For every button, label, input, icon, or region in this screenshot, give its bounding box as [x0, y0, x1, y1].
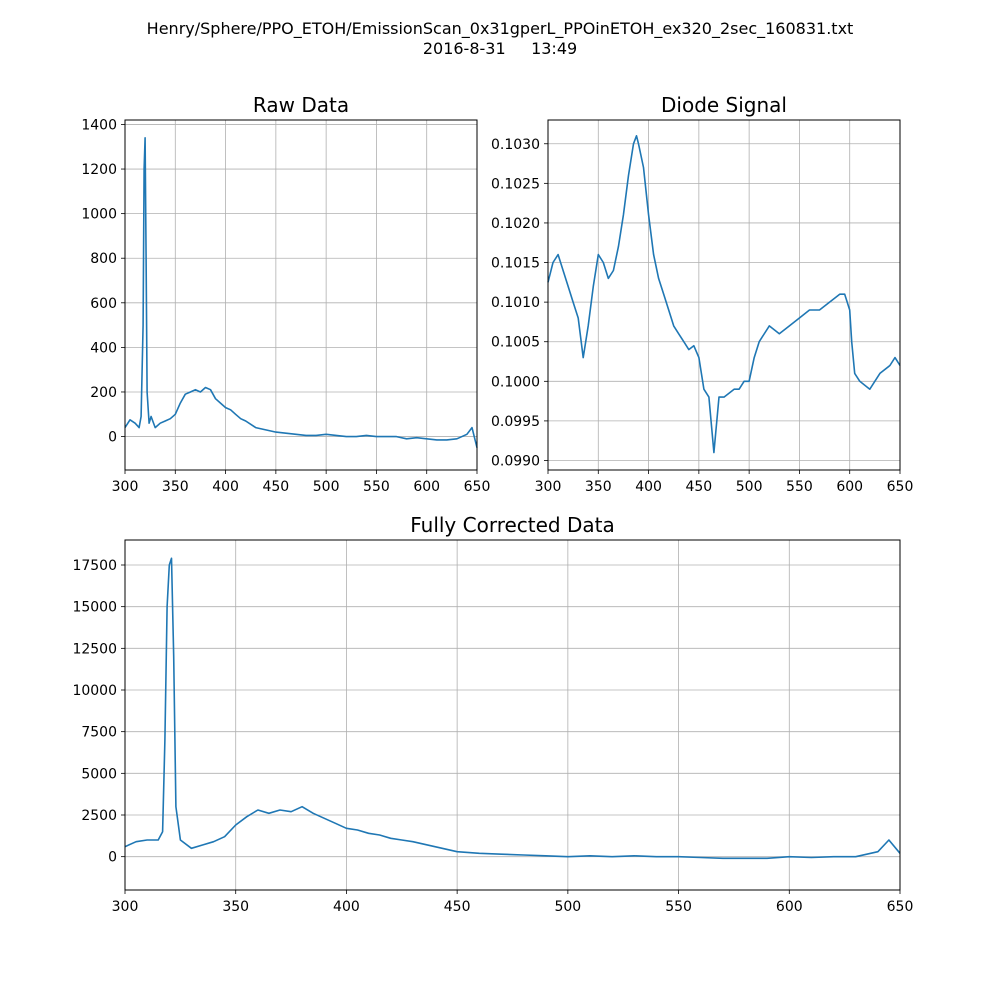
figure-title: Henry/Sphere/PPO_ETOH/EmissionScan_0x31g…	[146, 19, 854, 38]
raw-y-tick-label: 1200	[81, 162, 117, 178]
raw-y-tick-label: 600	[90, 296, 117, 312]
diode-y-tick-label: 0.1030	[491, 137, 540, 153]
corrected-y-tick-label: 10000	[72, 683, 117, 699]
diode-chart: 300 350 400 450 500 550 600 650 0.0990 0.0995 0.10…	[491, 93, 913, 495]
corrected-plot-frame	[124, 539, 901, 891]
raw-x-tick-label: 550	[363, 479, 390, 495]
raw-chart: 300 350 400 450 500 550 600 650 0 200 400 600 800 100…	[81, 93, 490, 495]
raw-plot-frame	[124, 119, 478, 471]
corrected-x-tick-label: 600	[776, 899, 803, 915]
raw-x-tick-label: 600	[413, 479, 440, 495]
raw-y-tick-label: 800	[90, 251, 117, 267]
raw-x-tick-label: 650	[464, 479, 491, 495]
corrected-series-line	[124, 557, 901, 860]
raw-y-tick-label: 0	[108, 430, 117, 446]
raw-y-tick-label: 1400	[81, 117, 117, 133]
diode-y-tick-label: 0.0995	[491, 414, 540, 430]
raw-x-tick-label: 300	[112, 479, 139, 495]
corrected-y-tick-label: 2500	[81, 808, 117, 824]
diode-x-tick-label: 650	[887, 479, 914, 495]
raw-series-line	[124, 137, 478, 448]
diode-x-tick-label: 350	[585, 479, 612, 495]
raw-y-tick-label: 1000	[81, 207, 117, 223]
corrected-y-tick-label: 17500	[72, 558, 117, 574]
corrected-y-tick-label: 12500	[72, 641, 117, 657]
corrected-x-tick-label: 500	[554, 899, 581, 915]
raw-x-tick-label: 350	[162, 479, 189, 495]
diode-y-tick-label: 0.1010	[491, 295, 540, 311]
diode-plot-frame	[547, 119, 901, 471]
corrected-x-tick-label: 350	[222, 899, 249, 915]
raw-y-tick-label: 400	[90, 340, 117, 356]
corrected-chart: 300 350 400 450 500 550 600 650 0 2500 5000 7500 100…	[72, 513, 913, 915]
corrected-x-tick-label: 300	[112, 899, 139, 915]
raw-x-tick-label: 400	[212, 479, 239, 495]
diode-y-tick-label: 0.1025	[491, 176, 540, 192]
diode-x-tick-label: 450	[685, 479, 712, 495]
figure-timestamp: 2016-8-31 13:49	[422, 39, 578, 58]
diode-x-tick-label: 550	[786, 479, 813, 495]
corrected-x-tick-label: 650	[887, 899, 914, 915]
diode-y-tick-label: 0.1000	[491, 374, 540, 390]
diode-chart-title: Diode Signal	[661, 93, 787, 117]
diode-y-tick-label: 0.0990	[491, 453, 540, 469]
raw-x-tick-label: 450	[262, 479, 289, 495]
diode-x-tick-label: 600	[836, 479, 863, 495]
raw-x-tick-label: 500	[313, 479, 340, 495]
corrected-y-tick-label: 0	[108, 850, 117, 866]
diode-x-tick-label: 500	[736, 479, 763, 495]
diode-x-tick-label: 300	[535, 479, 562, 495]
diode-x-tick-label: 400	[635, 479, 662, 495]
corrected-x-tick-label: 400	[333, 899, 360, 915]
corrected-y-tick-label: 5000	[81, 766, 117, 782]
diode-y-tick-label: 0.1020	[491, 216, 540, 232]
corrected-x-tick-label: 450	[444, 899, 471, 915]
corrected-x-tick-label: 550	[665, 899, 692, 915]
corrected-y-tick-label: 7500	[81, 725, 117, 741]
raw-y-tick-label: 200	[90, 385, 117, 401]
raw-chart-title: Raw Data	[253, 93, 349, 117]
corrected-y-tick-label: 15000	[72, 600, 117, 616]
diode-series-line	[547, 135, 901, 454]
diode-y-tick-label: 0.1015	[491, 256, 540, 272]
diode-y-tick-label: 0.1005	[491, 335, 540, 351]
corrected-chart-title: Fully Corrected Data	[410, 513, 615, 537]
